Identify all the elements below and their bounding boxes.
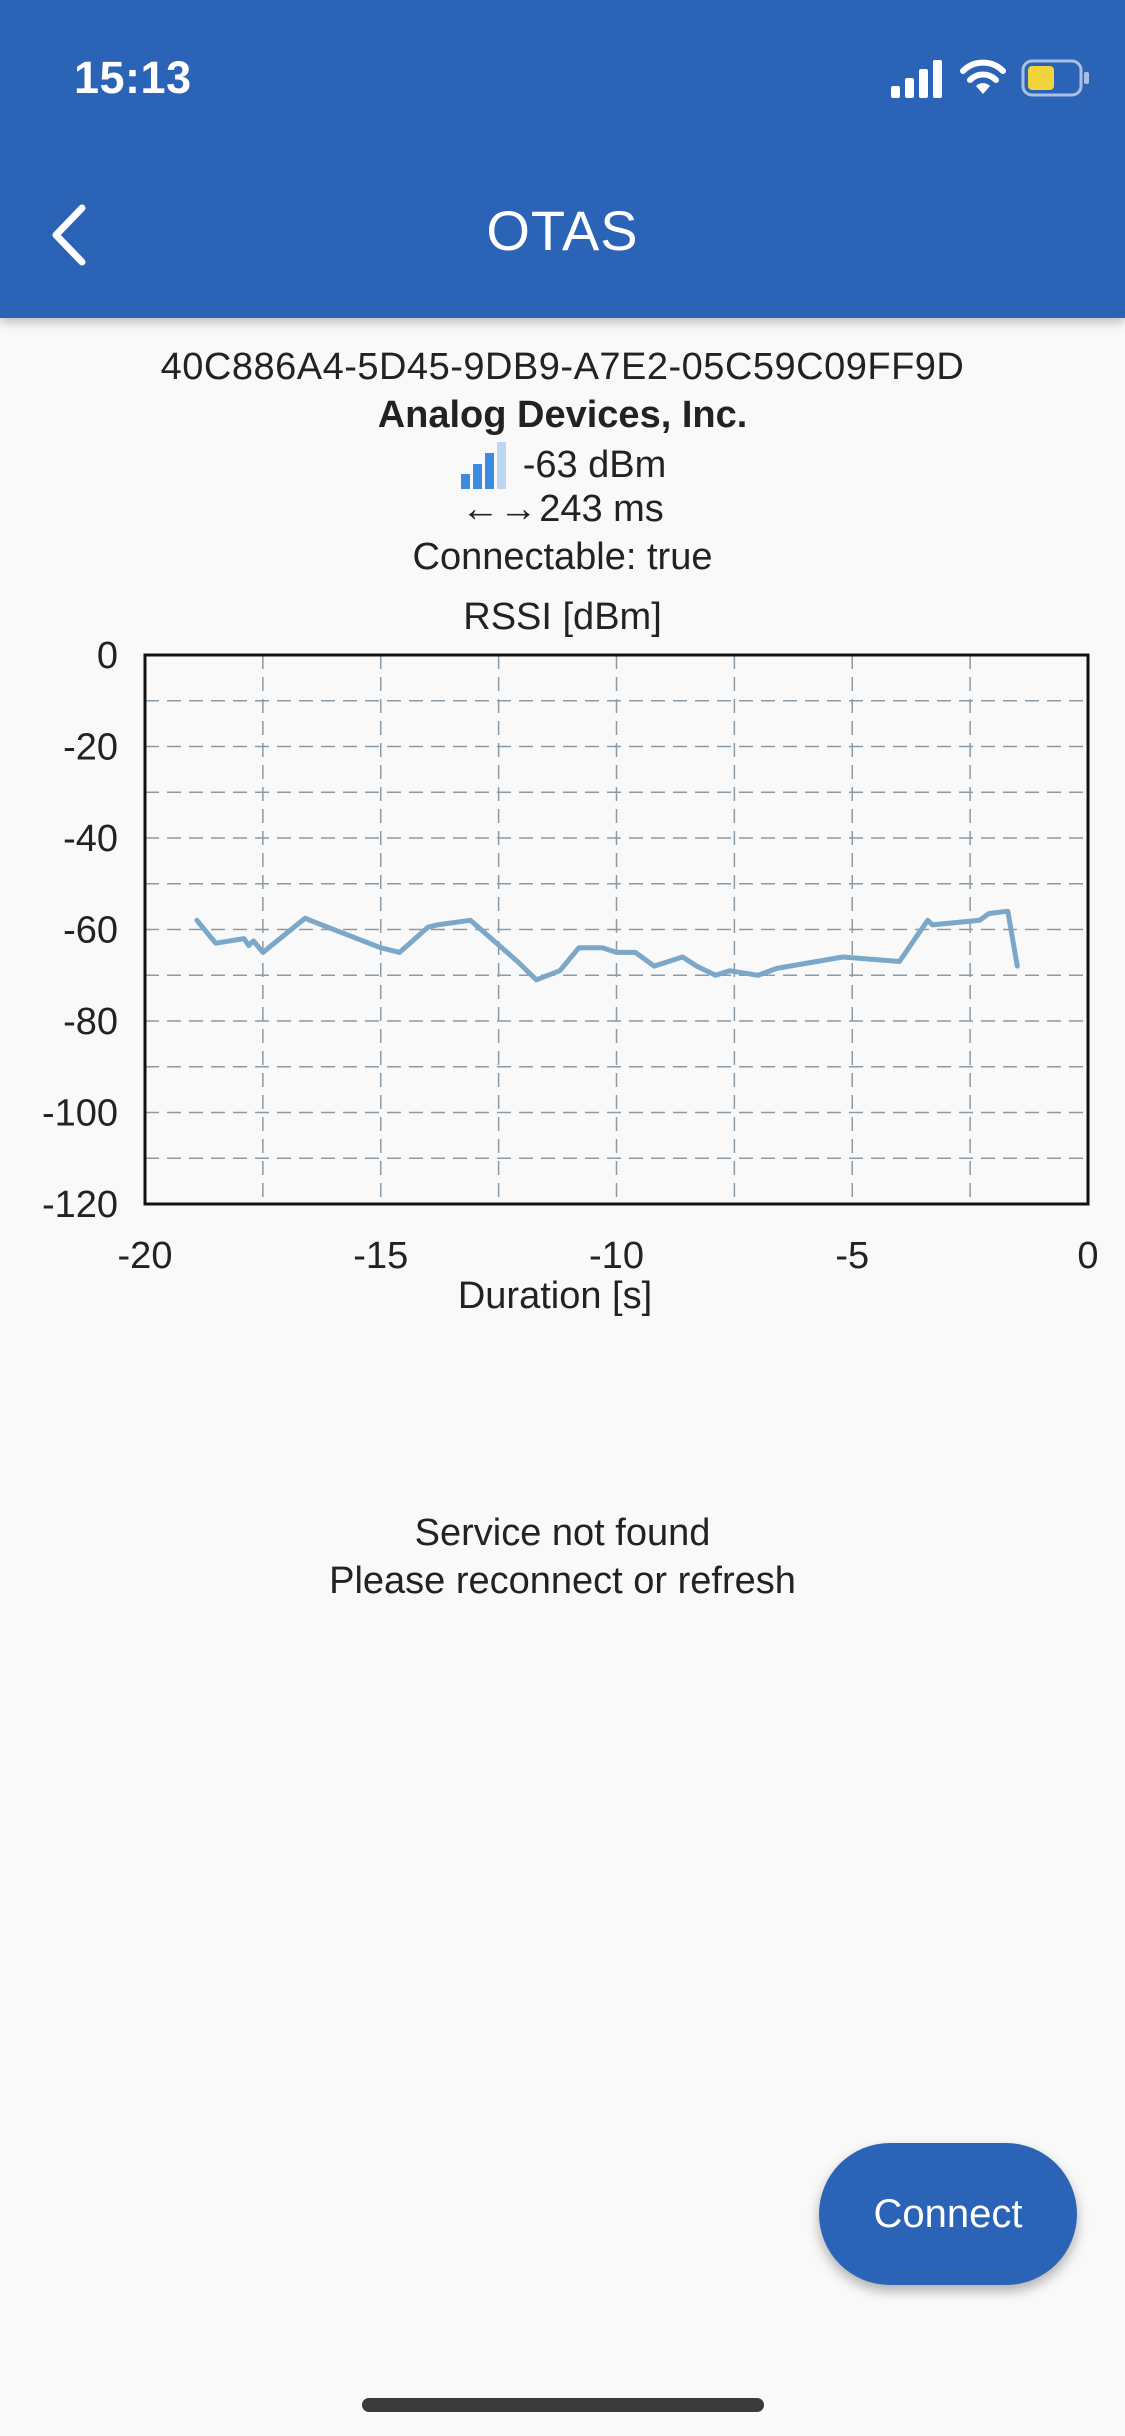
y-tick-label: -40 xyxy=(63,818,118,860)
y-tick-label: -20 xyxy=(63,727,118,769)
chart-grid-vertical xyxy=(262,655,971,1204)
wifi-icon xyxy=(960,59,1006,94)
x-tick-label: -15 xyxy=(353,1235,408,1277)
chart-title: RSSI [dBm] xyxy=(463,596,662,638)
signal-strength-icon xyxy=(460,442,506,489)
status-time: 15:13 xyxy=(74,52,192,103)
connect-button-label: Connect xyxy=(873,2191,1023,2236)
connectable-status: Connectable: true xyxy=(412,536,713,578)
x-tick-label: -10 xyxy=(589,1235,644,1277)
interval-row: ←→ 243 ms xyxy=(0,488,1125,531)
home-indicator xyxy=(362,2398,764,2412)
chart-x-ticks: -20 -15 -10 -5 0 xyxy=(118,1235,1099,1277)
connect-button[interactable]: Connect xyxy=(819,2143,1077,2285)
chevron-left-icon xyxy=(52,204,86,266)
status-icons xyxy=(891,58,1091,102)
battery-icon xyxy=(1021,59,1089,97)
x-tick-label: -5 xyxy=(835,1235,869,1277)
interval-value: 243 ms xyxy=(539,488,664,530)
battery-level xyxy=(1028,66,1054,90)
x-tick-label: -20 xyxy=(118,1235,173,1277)
app-header: 15:13 OTAS xyxy=(0,0,1125,318)
y-tick-label: -60 xyxy=(63,910,118,952)
cellular-signal-icon xyxy=(891,60,942,98)
x-tick-label: 0 xyxy=(1077,1235,1098,1277)
chart-y-ticks: 0 -20 -40 -60 -80 -100 -120 xyxy=(42,635,118,1226)
back-button[interactable] xyxy=(30,190,110,280)
rssi-series-line xyxy=(194,908,1020,983)
service-not-found-message: Service not found xyxy=(414,1512,711,1554)
y-tick-label: -80 xyxy=(63,1001,118,1043)
device-uuid: 40C886A4-5D45-9DB9-A7E2-05C59C09FF9D xyxy=(160,346,965,388)
device-manufacturer: Analog Devices, Inc. xyxy=(377,394,748,436)
rssi-value: -63 dBm xyxy=(522,443,667,486)
reconnect-hint-message: Please reconnect or refresh xyxy=(329,1560,796,1602)
interval-arrows-icon: ←→ xyxy=(461,488,538,530)
rssi-chart: 0 -20 -40 -60 -80 -100 -120 -20 -15 -10 -5 0 Durat… xyxy=(42,635,1099,1317)
y-tick-label: 0 xyxy=(97,635,118,677)
page-title: OTAS xyxy=(486,199,639,262)
y-tick-label: -100 xyxy=(42,1093,118,1135)
chart-x-label: Duration [s] xyxy=(458,1275,652,1317)
chart-plot-frame xyxy=(143,653,1090,1206)
y-tick-label: -120 xyxy=(42,1184,118,1226)
rssi-row: -63 dBm xyxy=(0,440,1125,490)
